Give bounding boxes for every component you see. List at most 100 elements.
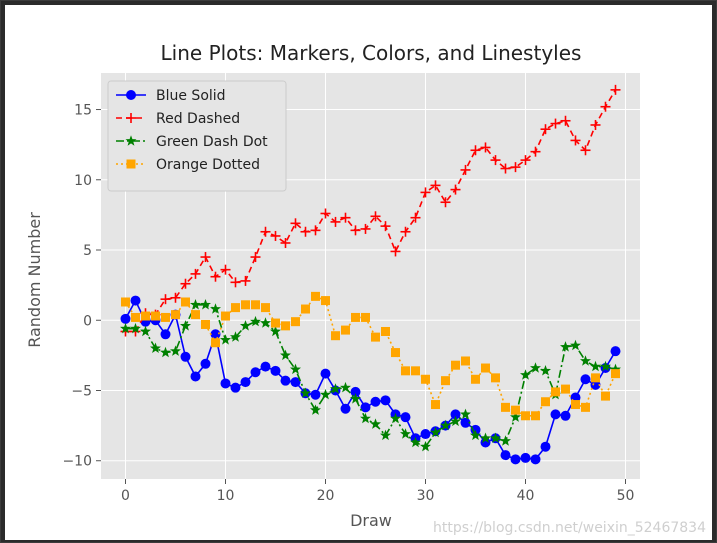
data-point-orange-dotted (191, 310, 200, 320)
data-point-orange-dotted (201, 319, 210, 329)
data-point-blue-solid (510, 454, 521, 465)
data-point-orange-dotted (551, 387, 560, 397)
data-point-green-dash-dot (510, 411, 521, 422)
data-point-red-dashed (580, 145, 591, 156)
legend: Blue Solid Red Dashed Green Dash Dot Orange… (107, 80, 287, 192)
data-point-orange-dotted (261, 303, 270, 313)
data-point-green-dash-dot (500, 435, 511, 446)
watermark-text: https://blog.csdn.net/weixin_52467834 (433, 520, 706, 536)
data-point-green-dash-dot (120, 322, 131, 334)
data-point-green-dash-dot (260, 317, 271, 328)
data-point-blue-solid (610, 346, 621, 357)
data-point-orange-dotted (501, 402, 510, 412)
x-axis-label: Draw (350, 511, 392, 530)
data-point-orange-dotted (491, 373, 500, 383)
data-point-green-dash-dot (590, 360, 601, 372)
data-point-orange-dotted (601, 391, 610, 401)
data-point-green-dash-dot (610, 363, 621, 375)
data-point-orange-dotted (121, 297, 130, 307)
x-tick-label: 50 (617, 488, 635, 504)
data-point-green-dash-dot (230, 331, 241, 342)
data-point-red-dashed (440, 197, 451, 208)
line-chart: Line Plots: Markers, Colors, and Linesty… (25, 41, 706, 536)
data-point-blue-solid (370, 396, 381, 407)
legend-label-red-dashed: Red Dashed (156, 111, 240, 127)
legend-marker-orange-dotted (126, 159, 136, 169)
data-point-orange-dotted (521, 411, 530, 421)
data-point-orange-dotted (211, 338, 220, 348)
data-point-green-dash-dot (370, 418, 381, 429)
data-point-blue-solid (270, 365, 281, 376)
data-point-green-dash-dot (280, 349, 291, 361)
data-point-blue-solid (500, 450, 511, 461)
data-point-blue-solid (180, 351, 191, 362)
data-point-blue-solid (590, 379, 601, 390)
data-point-red-dashed (360, 223, 371, 234)
data-point-orange-dotted (541, 397, 550, 407)
data-point-green-dash-dot (540, 365, 551, 376)
data-point-blue-solid (230, 382, 241, 393)
y-axis-label: Random Number (25, 212, 44, 348)
data-point-green-dash-dot (560, 341, 571, 352)
data-point-green-dash-dot (470, 429, 481, 441)
data-point-red-dashed (380, 221, 391, 232)
data-point-blue-solid (130, 295, 141, 306)
data-point-red-dashed (270, 230, 281, 241)
data-point-orange-dotted (561, 384, 570, 394)
data-point-red-dashed (300, 226, 311, 237)
data-point-blue-solid (360, 402, 371, 413)
data-point-red-dashed (330, 216, 341, 227)
y-tick-label: 15 (74, 103, 92, 119)
data-point-orange-dotted (341, 325, 350, 335)
data-point-red-dashed (190, 268, 201, 279)
data-point-orange-dotted (161, 312, 170, 322)
data-point-green-dash-dot (450, 415, 461, 427)
data-point-red-dashed (470, 145, 481, 156)
data-point-orange-dotted (381, 326, 390, 336)
data-point-orange-dotted (271, 318, 280, 328)
data-point-orange-dotted (431, 400, 440, 410)
data-point-red-dashed (390, 246, 401, 257)
series-green-dash-dot (120, 299, 621, 452)
y-tick-label: 5 (83, 243, 92, 259)
legend-marker-red-dashed (126, 113, 136, 123)
data-point-red-dashed (290, 218, 301, 229)
data-point-blue-solid (320, 368, 331, 379)
data-point-blue-solid (380, 395, 391, 406)
data-point-orange-dotted (461, 356, 470, 366)
series-orange-dotted (121, 291, 620, 421)
data-point-blue-solid (540, 441, 551, 452)
data-point-orange-dotted (301, 304, 310, 314)
data-point-green-dash-dot (530, 362, 541, 373)
data-point-blue-solid (420, 429, 431, 440)
data-point-orange-dotted (571, 400, 580, 410)
data-point-green-dash-dot (310, 404, 321, 415)
data-point-red-dashed (480, 142, 491, 153)
data-point-red-dashed (220, 264, 231, 275)
data-point-orange-dotted (291, 317, 300, 327)
data-point-blue-solid (250, 367, 261, 378)
data-point-green-dash-dot (490, 432, 501, 443)
data-point-red-dashed (410, 212, 421, 223)
data-point-green-dash-dot (440, 419, 451, 431)
data-point-green-dash-dot (240, 320, 251, 331)
data-point-red-dashed (310, 225, 321, 236)
legend-box (107, 80, 287, 192)
data-point-red-dashed (510, 162, 521, 173)
data-point-green-dash-dot (390, 412, 401, 424)
data-point-orange-dotted (351, 312, 360, 322)
data-point-orange-dotted (311, 291, 320, 301)
data-point-green-dash-dot (290, 363, 301, 375)
data-point-green-dash-dot (580, 355, 591, 366)
data-point-green-dash-dot (520, 369, 531, 380)
data-point-orange-dotted (391, 348, 400, 358)
data-point-blue-solid (190, 371, 201, 382)
data-point-red-dashed (420, 187, 431, 198)
data-point-green-dash-dot (400, 428, 411, 439)
data-point-orange-dotted (231, 303, 240, 313)
data-point-green-dash-dot (130, 322, 141, 334)
data-point-red-dashed (560, 115, 571, 126)
data-point-red-dashed (490, 155, 501, 166)
plot-area: 0 10 20 30 40 50 −10 −5 0 5 10 15 (62, 73, 640, 504)
data-point-blue-solid (120, 313, 131, 324)
